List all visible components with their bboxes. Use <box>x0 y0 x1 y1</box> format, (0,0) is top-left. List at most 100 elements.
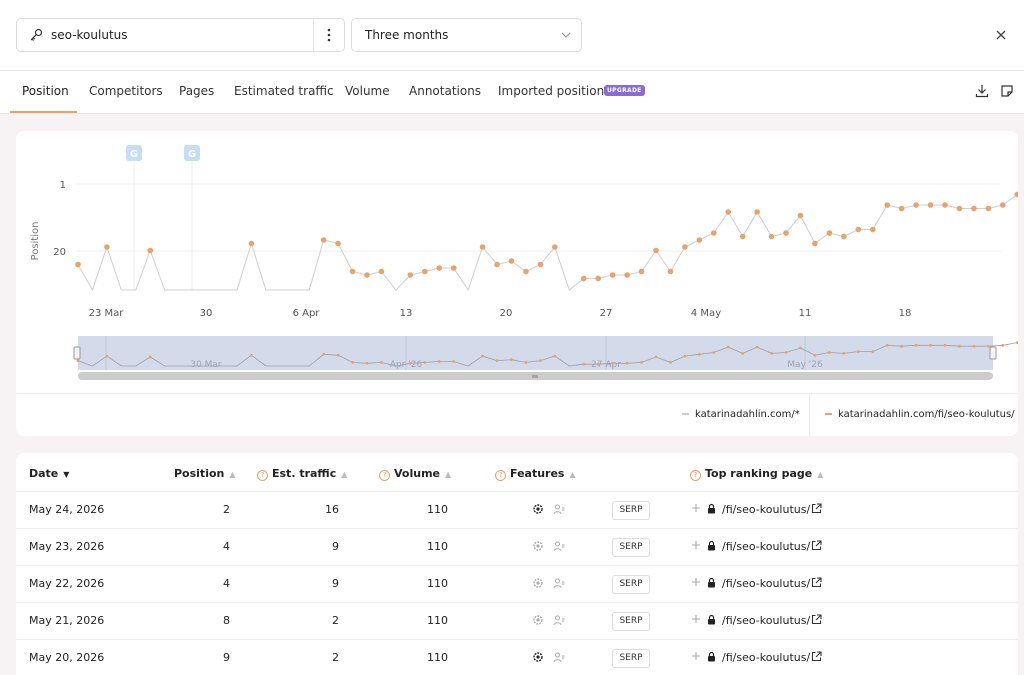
data-point[interactable] <box>320 237 327 243</box>
external-link-icon[interactable] <box>811 651 822 662</box>
plus-icon[interactable] <box>691 651 701 661</box>
external-link-icon[interactable] <box>811 577 822 588</box>
data-point[interactable] <box>942 202 948 208</box>
data-point[interactable] <box>349 268 356 275</box>
position-chart[interactable]: Position 1 20 23 Mar 30 6 Apr 13 20 27 4 May 11 18 G… <box>16 131 1018 393</box>
data-point[interactable] <box>826 230 833 236</box>
featured-snippet-icon[interactable] <box>532 614 544 626</box>
data-point[interactable] <box>335 240 341 247</box>
upgrade-badge[interactable]: UPGRADE <box>604 85 645 96</box>
data-point[interactable] <box>609 272 616 278</box>
data-point[interactable] <box>754 209 760 215</box>
plus-icon[interactable] <box>691 577 701 587</box>
column-header-volume[interactable]: ? Volume ▲ <box>379 467 451 481</box>
featured-snippet-icon[interactable] <box>532 577 544 589</box>
more-vertical-icon[interactable] <box>322 26 336 44</box>
external-link-icon[interactable] <box>811 503 822 514</box>
google-update-icon[interactable]: G <box>188 149 196 160</box>
data-point[interactable] <box>985 205 992 212</box>
people-also-ask-icon[interactable] <box>553 577 565 589</box>
data-point[interactable] <box>638 268 645 275</box>
help-icon[interactable]: ? <box>257 470 268 481</box>
close-icon[interactable] <box>994 28 1008 42</box>
tab-volume[interactable]: Volume <box>345 84 390 98</box>
serp-button[interactable]: SERP <box>612 612 650 631</box>
data-point[interactable] <box>407 272 414 278</box>
data-point[interactable] <box>552 244 558 250</box>
data-point[interactable] <box>1014 191 1018 198</box>
column-header-top-ranking-page[interactable]: ? Top ranking page ▲ <box>690 467 823 481</box>
featured-snippet-icon[interactable] <box>532 651 544 663</box>
data-point[interactable] <box>812 240 818 247</box>
data-point[interactable] <box>913 202 919 208</box>
help-icon[interactable]: ? <box>379 470 390 481</box>
data-point[interactable] <box>523 268 529 275</box>
google-update-marker[interactable] <box>184 145 200 161</box>
data-point[interactable] <box>364 272 370 278</box>
serp-button[interactable]: SERP <box>612 575 650 594</box>
data-point[interactable] <box>248 240 255 247</box>
column-header-position[interactable]: Position ▲ <box>174 467 236 480</box>
plus-icon[interactable] <box>691 503 701 513</box>
data-point[interactable] <box>768 233 775 240</box>
tab-pages[interactable]: Pages <box>179 84 215 98</box>
people-also-ask-icon[interactable] <box>553 503 565 515</box>
column-header-est-traffic[interactable]: ? Est. traffic ▲ <box>257 467 347 481</box>
tab-imported-positions[interactable]: Imported positions <box>498 84 611 98</box>
navigator-right-handle[interactable] <box>989 346 997 360</box>
plus-icon[interactable] <box>691 540 701 550</box>
keyword-selector[interactable]: seo-koulutus <box>16 18 345 52</box>
data-point[interactable] <box>1000 202 1006 208</box>
data-point[interactable] <box>927 202 934 208</box>
data-point[interactable] <box>884 202 890 208</box>
cell-top-ranking-page[interactable]: /fi/seo-koulutus/ <box>722 614 811 627</box>
note-icon[interactable] <box>1000 84 1014 98</box>
cell-top-ranking-page[interactable]: /fi/seo-koulutus/ <box>722 651 811 664</box>
data-point[interactable] <box>869 226 876 233</box>
data-point[interactable] <box>739 233 746 240</box>
data-point[interactable] <box>797 212 804 219</box>
google-update-icon[interactable]: G <box>130 149 138 160</box>
data-point[interactable] <box>725 209 732 215</box>
data-point[interactable] <box>841 233 847 240</box>
data-point[interactable] <box>956 205 963 212</box>
data-point[interactable] <box>378 268 385 275</box>
data-point[interactable] <box>436 265 443 271</box>
table-row[interactable]: May 22, 2026 4 9 110 SERP/fi/seo-koulutus/ <box>16 565 1018 602</box>
table-row[interactable]: May 20, 2026 9 2 110 SERP/fi/seo-koulutus/ <box>16 639 1018 675</box>
data-point[interactable] <box>783 230 789 236</box>
data-point[interactable] <box>855 226 862 233</box>
data-point[interactable] <box>898 205 905 212</box>
people-also-ask-icon[interactable] <box>553 614 565 626</box>
data-point[interactable] <box>422 268 428 275</box>
column-header-date[interactable]: Date ▼ <box>29 467 69 480</box>
google-update-marker[interactable] <box>126 145 142 161</box>
data-point[interactable] <box>508 258 515 264</box>
data-point[interactable] <box>479 244 486 250</box>
tab-estimated-traffic[interactable]: Estimated traffic <box>234 84 334 98</box>
tab-position[interactable]: Position <box>22 84 69 98</box>
navigator-left-handle[interactable] <box>73 346 81 360</box>
featured-snippet-icon[interactable] <box>532 540 544 552</box>
external-link-icon[interactable] <box>811 614 822 625</box>
table-row[interactable]: May 23, 2026 4 9 110 SERP/fi/seo-koulutus/ <box>16 528 1018 565</box>
download-icon[interactable] <box>975 84 989 98</box>
legend-item-page[interactable]: katarinadahlin.com/fi/seo-koulutus/ <box>825 409 1015 420</box>
data-point[interactable] <box>104 244 110 250</box>
data-point[interactable] <box>711 230 717 236</box>
data-point[interactable] <box>653 247 659 254</box>
plus-icon[interactable] <box>691 614 701 624</box>
date-range-select[interactable]: Three months <box>351 18 582 52</box>
data-point[interactable] <box>667 268 674 275</box>
table-row[interactable]: May 24, 2026 2 16 110 SERP/fi/seo-koulutus/ <box>16 491 1018 528</box>
data-point[interactable] <box>450 265 457 271</box>
serp-button[interactable]: SERP <box>612 501 650 520</box>
help-icon[interactable]: ? <box>690 470 701 481</box>
external-link-icon[interactable] <box>811 540 822 551</box>
data-point[interactable] <box>595 275 601 282</box>
data-point[interactable] <box>494 261 500 268</box>
data-point[interactable] <box>682 244 688 250</box>
cell-top-ranking-page[interactable]: /fi/seo-koulutus/ <box>722 577 811 590</box>
people-also-ask-icon[interactable] <box>553 651 565 663</box>
data-point[interactable] <box>537 261 544 268</box>
